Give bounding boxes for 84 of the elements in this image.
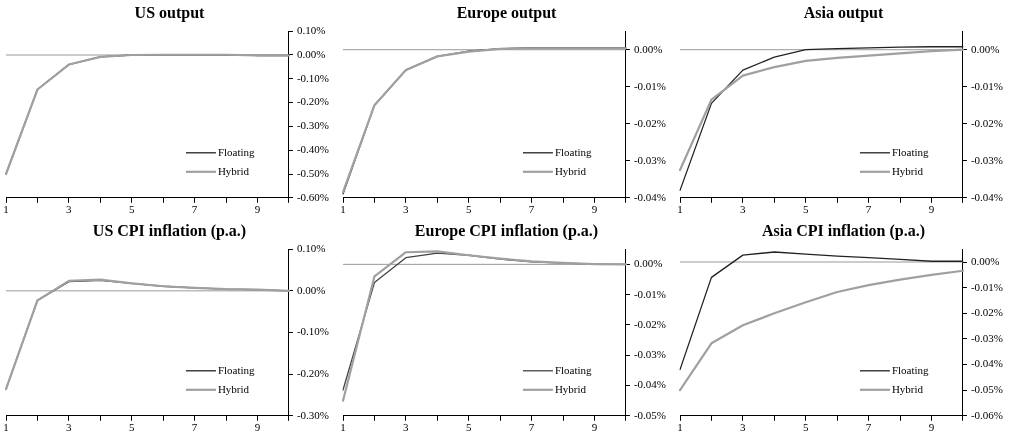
y-tick-label: -0.04% — [970, 357, 1003, 370]
y-tick-label: -0.50% — [296, 166, 329, 179]
y-tick-label: -0.20% — [296, 367, 329, 380]
legend-label: Floating — [554, 363, 593, 376]
chart-title: US CPI inflation (p.a.) — [92, 221, 247, 240]
legend-label: Hybrid — [554, 382, 587, 395]
y-tick-label: -0.02% — [633, 317, 666, 330]
y-tick-label: -0.30% — [296, 119, 329, 132]
x-tick-label: 1 — [340, 421, 346, 434]
x-tick-label: 3 — [740, 421, 747, 434]
x-tick-label: 1 — [3, 421, 9, 434]
y-tick-label: -0.01% — [970, 79, 1003, 92]
y-tick-label: -0.10% — [296, 325, 329, 338]
y-tick-label: -0.20% — [296, 95, 329, 108]
y-tick-label: -0.30% — [296, 408, 329, 421]
y-tick-label: 0.00% — [633, 42, 663, 55]
chart-title: Europe output — [456, 3, 558, 22]
y-tick-label: 0.00% — [633, 257, 663, 270]
y-tick-label: -0.03% — [633, 348, 666, 361]
x-tick-label: 9 — [591, 203, 598, 216]
y-tick-label: 0.00% — [296, 283, 326, 296]
y-tick-label: 0.00% — [970, 42, 1000, 55]
x-tick-label: 7 — [865, 203, 872, 216]
x-tick-label: 5 — [802, 203, 809, 216]
x-tick-label: 7 — [528, 203, 535, 216]
x-tick-label: 7 — [191, 203, 198, 216]
x-tick-label: 5 — [465, 203, 472, 216]
x-tick-label: 3 — [740, 203, 747, 216]
y-tick-label: -0.01% — [633, 79, 666, 92]
legend-label: Hybrid — [891, 382, 924, 395]
y-tick-label: -0.02% — [633, 116, 666, 129]
x-tick-label: 9 — [254, 203, 261, 216]
x-tick-label: 5 — [128, 421, 135, 434]
legend-label: Hybrid — [217, 382, 250, 395]
y-tick-label: 0.00% — [296, 47, 326, 60]
y-tick-label: -0.05% — [633, 408, 666, 421]
x-tick-label: 9 — [591, 421, 598, 434]
x-tick-label: 1 — [3, 203, 9, 216]
y-tick-label: -0.60% — [296, 190, 329, 203]
y-tick-label: -0.06% — [970, 408, 1003, 421]
x-tick-label: 7 — [865, 421, 872, 434]
y-tick-label: -0.03% — [970, 153, 1003, 166]
x-tick-label: 1 — [340, 203, 346, 216]
x-tick-label: 5 — [465, 421, 472, 434]
y-tick-label: -0.02% — [970, 306, 1003, 319]
y-tick-label: 0.10% — [296, 242, 326, 255]
legend-label: Hybrid — [554, 164, 587, 177]
y-tick-label: -0.03% — [633, 153, 666, 166]
y-tick-label: -0.40% — [296, 143, 329, 156]
x-tick-label: 3 — [403, 203, 410, 216]
x-tick-label: 9 — [928, 421, 935, 434]
x-tick-label: 7 — [191, 421, 198, 434]
y-tick-label: -0.04% — [970, 190, 1003, 203]
chart-title: Asia output — [803, 3, 884, 22]
y-tick-label: -0.05% — [970, 383, 1003, 396]
y-tick-label: -0.10% — [296, 71, 329, 84]
legend-label: Floating — [891, 145, 930, 158]
chart-title: Asia CPI inflation (p.a.) — [761, 221, 926, 240]
y-tick-label: -0.04% — [633, 378, 666, 391]
x-tick-label: 7 — [528, 421, 535, 434]
legend-label: Floating — [554, 145, 593, 158]
y-tick-label: -0.02% — [970, 116, 1003, 129]
legend-label: Hybrid — [891, 164, 924, 177]
y-tick-label: -0.03% — [970, 331, 1003, 344]
x-tick-label: 3 — [403, 421, 410, 434]
x-tick-label: 9 — [254, 421, 261, 434]
legend-label: Floating — [217, 363, 256, 376]
chart-title: Europe CPI inflation (p.a.) — [414, 221, 599, 240]
legend-label: Floating — [217, 145, 256, 158]
x-tick-label: 5 — [802, 421, 809, 434]
x-tick-label: 1 — [677, 203, 683, 216]
legend-label: Hybrid — [217, 164, 250, 177]
x-tick-label: 9 — [928, 203, 935, 216]
y-tick-label: -0.01% — [633, 287, 666, 300]
x-tick-label: 3 — [66, 203, 73, 216]
y-tick-label: -0.04% — [633, 190, 666, 203]
x-tick-label: 1 — [677, 421, 683, 434]
legend-label: Floating — [891, 363, 930, 376]
y-tick-label: -0.01% — [970, 280, 1003, 293]
x-tick-label: 5 — [128, 203, 135, 216]
y-tick-label: 0.00% — [970, 254, 1000, 267]
y-tick-label: 0.10% — [296, 24, 326, 37]
chart-title: US output — [134, 3, 206, 22]
x-tick-label: 3 — [66, 421, 73, 434]
